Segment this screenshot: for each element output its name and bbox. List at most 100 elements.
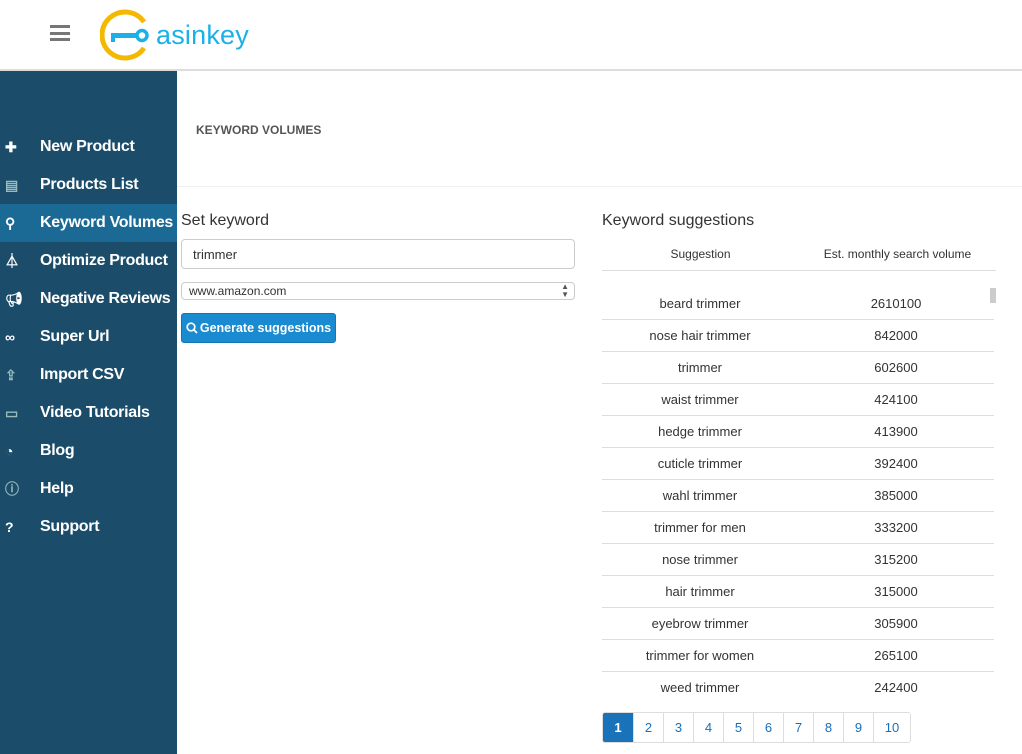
sidebar-item-optimize-product[interactable]: ⏃ Optimize Product (0, 242, 177, 280)
page-9-button[interactable]: 9 (843, 713, 873, 742)
sidebar: ✚ New Product ▤ Products List ⚲ Keyword Volum… (0, 71, 177, 754)
table-row: beard trimmer 2610100 (602, 288, 994, 320)
megaphone-icon: 📢︎ (5, 290, 23, 307)
plus-icon: ✚ (5, 138, 17, 155)
volume-cell: 385000 (874, 488, 918, 503)
suggestion-cell: trimmer for women (645, 648, 755, 663)
volume-cell: 315200 (874, 552, 918, 567)
sidebar-item-products-list[interactable]: ▤ Products List (0, 166, 177, 204)
volume-cell: 242400 (874, 680, 918, 695)
volume-cell: 602600 (874, 360, 918, 375)
sidebar-item-super-url[interactable]: ∞ Super Url (0, 318, 177, 356)
sidebar-item-support[interactable]: ? Support (0, 508, 177, 546)
volume-cell: 265100 (874, 648, 918, 663)
table-row: cuticle trimmer 392400 (602, 448, 994, 480)
sidebar-item-blog[interactable]: ◔ Blog (0, 432, 177, 470)
sidebar-item-label: Optimize Product (40, 252, 168, 269)
volume-cell: 2610100 (870, 296, 922, 311)
sidebar-item-keyword-volumes[interactable]: ⚲ Keyword Volumes (0, 204, 177, 242)
suggestion-cell: eyebrow trimmer (651, 616, 749, 631)
volume-cell: 424100 (874, 392, 918, 407)
page-3-button[interactable]: 3 (663, 713, 693, 742)
generate-label: Generate suggestions (199, 321, 332, 335)
page-7-button[interactable]: 7 (783, 713, 813, 742)
suggestion-cell: weed trimmer (660, 680, 740, 695)
table-row: weed trimmer 242400 (602, 672, 994, 704)
volume-cell: 842000 (874, 328, 918, 343)
sidebar-item-label: Super Url (40, 328, 110, 345)
divider (177, 186, 1022, 187)
question-icon: ? (5, 519, 14, 535)
hamburger-menu-icon[interactable] (50, 25, 70, 41)
suggestion-cell: trimmer (677, 360, 723, 375)
table-header: Suggestion Est. monthly search volume (602, 238, 996, 271)
keyword-input[interactable] (181, 239, 575, 269)
suggestions-table: beard trimmer 2610100 nose hair trimmer 842… (602, 288, 994, 704)
logo-text: asinkey (156, 19, 249, 50)
sidebar-item-label: Keyword Volumes (40, 214, 174, 231)
table-row: hair trimmer 315000 (602, 576, 994, 608)
select-arrows-icon: ▲ ▼ (561, 282, 569, 299)
volume-cell: 413900 (874, 424, 918, 439)
sidebar-item-label: Video Tutorials (40, 404, 150, 421)
set-keyword-heading: Set keyword (181, 212, 270, 229)
flask-icon: ⏃ (5, 253, 19, 269)
volume-cell: 305900 (874, 616, 918, 631)
marketplace-select[interactable]: www.amazon.com ▲ ▼ (181, 282, 575, 300)
column-volume[interactable]: Est. monthly search volume (823, 247, 972, 261)
suggestion-cell: hair trimmer (665, 584, 735, 599)
table-row: eyebrow trimmer 305900 (602, 608, 994, 640)
page-8-button[interactable]: 8 (813, 713, 843, 742)
key-logo-icon (100, 9, 149, 61)
sidebar-item-label: Negative Reviews (40, 290, 171, 307)
suggestion-cell: nose hair trimmer (649, 328, 751, 343)
table-row: hedge trimmer 413900 (602, 416, 994, 448)
page-4-button[interactable]: 4 (693, 713, 723, 742)
sidebar-item-new-product[interactable]: ✚ New Product (0, 128, 177, 166)
suggestion-cell: waist trimmer (661, 392, 739, 407)
table-row: trimmer for women 265100 (602, 640, 994, 672)
volume-cell: 333200 (874, 520, 918, 535)
marketplace-selected: www.amazon.com (189, 284, 287, 298)
search-icon (186, 322, 198, 334)
suggestion-cell: hedge trimmer (658, 424, 742, 439)
video-icon: ▭ (5, 404, 18, 421)
upload-icon: ⇪ (5, 366, 17, 383)
sidebar-item-negative-reviews[interactable]: 📢︎ Negative Reviews (0, 280, 177, 318)
sidebar-item-import-csv[interactable]: ⇪ Import CSV (0, 356, 177, 394)
suggestion-cell: wahl trimmer (662, 488, 738, 503)
suggestion-cell: nose trimmer (662, 552, 738, 567)
generate-suggestions-button[interactable]: Generate suggestions (181, 313, 336, 343)
suggestion-cell: trimmer for men (654, 520, 746, 535)
table-row: trimmer for men 333200 (602, 512, 994, 544)
link-icon: ∞ (5, 329, 15, 345)
page-5-button[interactable]: 5 (723, 713, 753, 742)
table-row: wahl trimmer 385000 (602, 480, 994, 512)
sidebar-item-label: Products List (40, 176, 139, 193)
sidebar-item-label: Help (40, 480, 74, 497)
sidebar-item-video-tutorials[interactable]: ▭ Video Tutorials (0, 394, 177, 432)
sidebar-item-label: Import CSV (40, 366, 125, 383)
suggestion-cell: cuticle trimmer (657, 456, 743, 471)
sidebar-item-label: Support (40, 518, 100, 535)
info-icon: ⓘ (5, 481, 19, 497)
sidebar-item-label: Blog (40, 442, 75, 459)
table-row: trimmer 602600 (602, 352, 994, 384)
table-row: nose trimmer 315200 (602, 544, 994, 576)
page-2-button[interactable]: 2 (633, 713, 663, 742)
top-header: asinkey (0, 0, 1022, 71)
page-10-button[interactable]: 10 (873, 713, 910, 742)
volume-cell: 392400 (874, 456, 918, 471)
list-icon: ▤ (5, 176, 18, 193)
sidebar-item-help[interactable]: ⓘ Help (0, 470, 177, 508)
key-icon: ⚲ (5, 214, 15, 231)
page-1-button[interactable]: 1 (603, 713, 633, 742)
suggestions-heading: Keyword suggestions (602, 212, 755, 229)
table-row: nose hair trimmer 842000 (602, 320, 994, 352)
logo[interactable]: asinkey (100, 8, 249, 62)
column-suggestion[interactable]: Suggestion (670, 247, 731, 261)
volume-cell: 315000 (874, 584, 918, 599)
page-6-button[interactable]: 6 (753, 713, 783, 742)
pagination: 1 2 3 4 5 6 7 8 9 10 (602, 712, 911, 743)
table-scrollbar[interactable] (990, 288, 996, 303)
